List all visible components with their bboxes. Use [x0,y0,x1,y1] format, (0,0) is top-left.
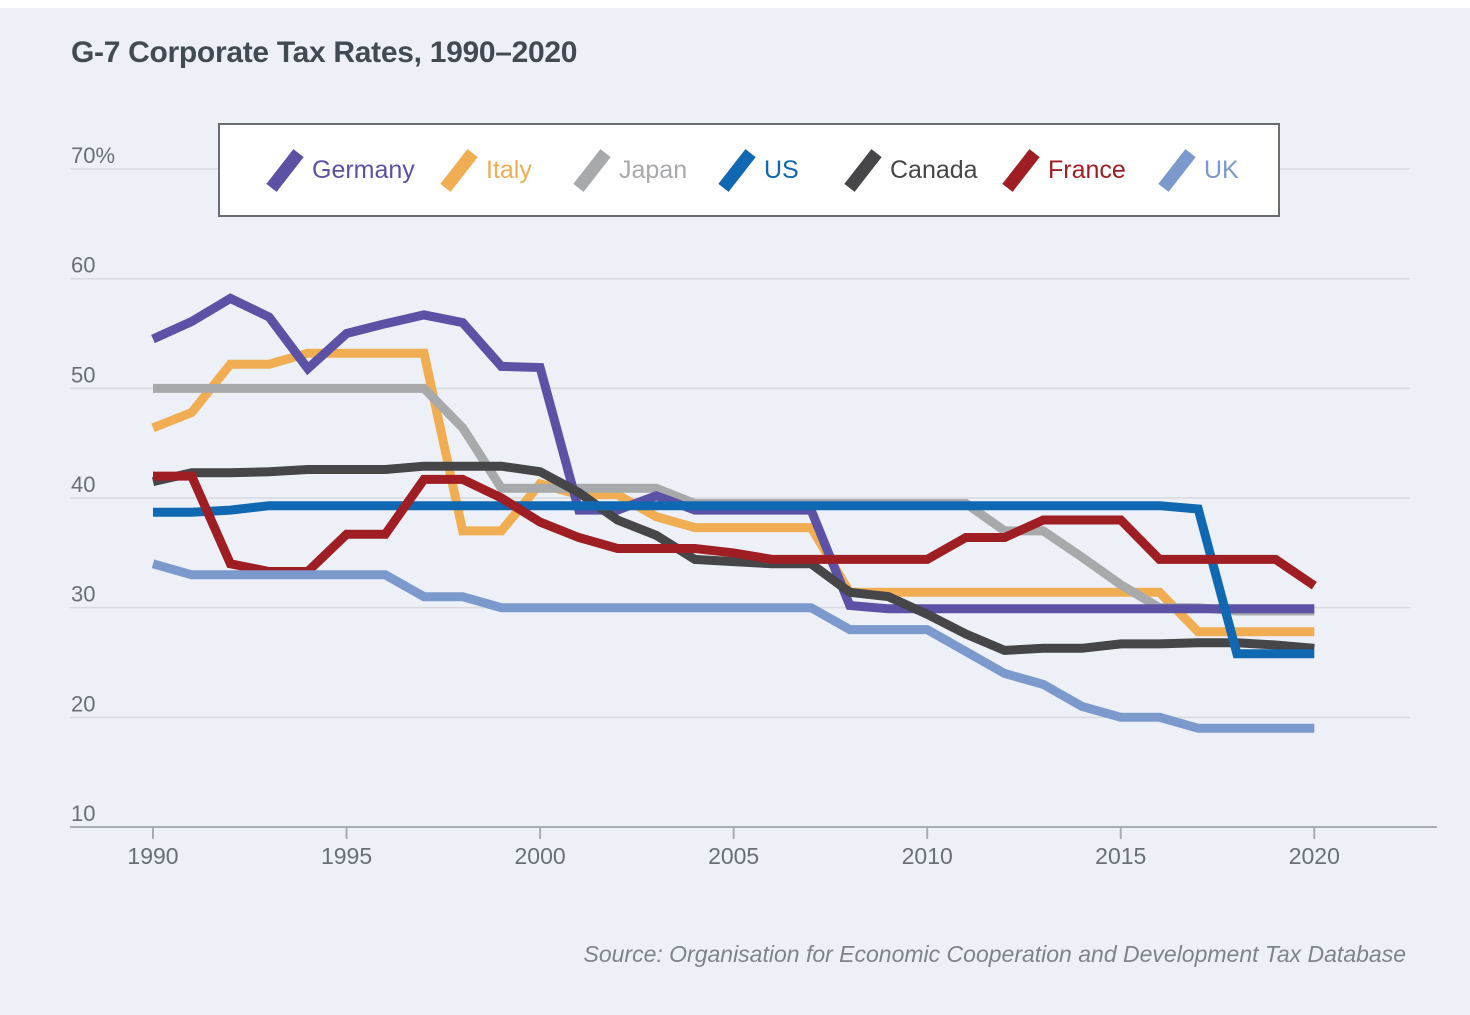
series-line-canada [152,461,1315,655]
legend-item-italy: Italy [440,125,532,215]
legend-label-canada: Canada [890,155,978,184]
source-note: Source: Organisation for Economic Cooper… [583,941,1406,967]
x-tick-label-2020: 2020 [1289,843,1340,869]
top-white-strip [0,0,1470,8]
legend-item-uk: UK [1158,125,1239,215]
legend-marker-box [440,144,478,196]
legend-line-swatch-italy [440,149,478,192]
y-tick-label-70: 70% [71,143,115,168]
legend-label-france: France [1048,155,1126,184]
legend-marker-box [844,144,882,196]
legend-line-swatch-us [718,149,756,192]
legend-line-swatch-germany [266,149,304,192]
y-tick-label-60: 60 [71,253,95,278]
legend-line-swatch-uk [1158,149,1196,192]
x-tick-label-2000: 2000 [515,843,566,869]
legend-label-us: US [764,155,799,184]
y-tick-label-50: 50 [71,362,95,387]
y-tick-label-40: 40 [71,472,95,497]
legend-label-germany: Germany [312,155,415,184]
legend-item-japan: Japan [573,125,688,215]
legend-marker-box [1002,144,1040,196]
legend-marker-box [718,144,756,196]
series-line-uk [151,559,1315,733]
legend-label-japan: Japan [619,155,688,184]
legend-line-swatch-france [1002,149,1040,192]
series-line-france [153,471,1317,590]
series-line-us [153,501,1315,659]
legend-line-swatch-japan [573,149,611,192]
legend-label-italy: Italy [486,155,532,184]
x-tick-label-2005: 2005 [708,843,759,869]
legend-item-us: US [718,125,799,215]
y-tick-label-30: 30 [71,582,95,607]
x-tick-label-1990: 1990 [127,843,178,869]
y-tick-label-10: 10 [71,801,95,826]
x-tick-label-2010: 2010 [902,843,953,869]
legend-marker-box [573,144,611,196]
legend-label-uk: UK [1204,155,1239,184]
chart-title: G-7 Corporate Tax Rates, 1990–2020 [71,36,578,69]
legend-line-swatch-canada [844,149,882,192]
x-tick-label-1995: 1995 [321,843,372,869]
legend-marker-box [266,144,304,196]
chart-legend: Germany Italy Japan US Canada France UK [218,123,1280,217]
x-tick-label-2015: 2015 [1095,843,1146,869]
legend-item-france: France [1002,125,1126,215]
legend-item-canada: Canada [844,125,978,215]
legend-item-germany: Germany [266,125,415,215]
y-tick-label-20: 20 [71,691,95,716]
series-line-italy [151,348,1315,637]
legend-marker-box [1158,144,1196,196]
